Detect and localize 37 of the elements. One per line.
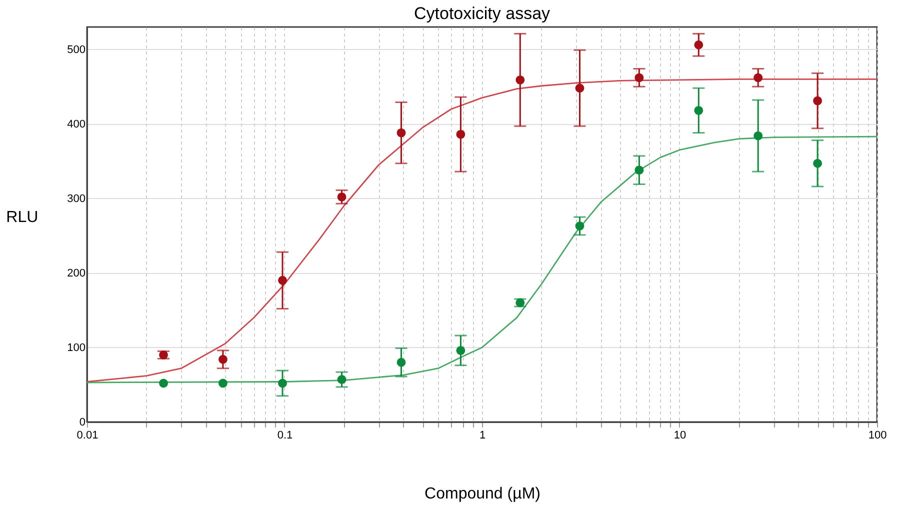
- x-tick-label: 1: [479, 430, 486, 442]
- point: [634, 166, 644, 175]
- point: [754, 131, 763, 140]
- point: [634, 73, 644, 82]
- point: [754, 73, 763, 82]
- x-tick-label: 0.01: [76, 430, 98, 442]
- y-tick-label: 0: [79, 416, 86, 428]
- point: [218, 354, 228, 364]
- y-axis-title: RLU: [6, 209, 38, 226]
- point: [337, 375, 346, 384]
- point: [813, 96, 822, 106]
- y-tick-label: 300: [67, 192, 86, 205]
- point: [575, 84, 584, 93]
- x-tick-label: 0.1: [277, 430, 293, 442]
- y-tick-label: 100: [67, 342, 86, 354]
- point: [396, 128, 406, 138]
- y-tick-label: 500: [67, 44, 86, 56]
- point: [516, 75, 525, 84]
- point: [159, 350, 168, 360]
- point: [694, 40, 704, 50]
- point: [694, 106, 704, 115]
- point: [218, 378, 228, 388]
- point: [337, 192, 346, 202]
- x-axis-title: Compound (µM): [424, 486, 540, 502]
- point: [396, 358, 406, 367]
- point: [278, 276, 287, 285]
- point: [456, 346, 466, 355]
- point: [456, 130, 466, 139]
- chart-title: Cytotoxicity assay: [414, 4, 551, 23]
- point: [575, 222, 584, 230]
- point: [278, 378, 287, 388]
- y-tick-label: 200: [67, 267, 86, 280]
- x-tick-label: 100: [868, 430, 887, 442]
- point: [813, 158, 822, 168]
- x-tick-label: 10: [674, 430, 686, 442]
- y-tick-label: 400: [67, 118, 86, 130]
- point: [159, 378, 168, 388]
